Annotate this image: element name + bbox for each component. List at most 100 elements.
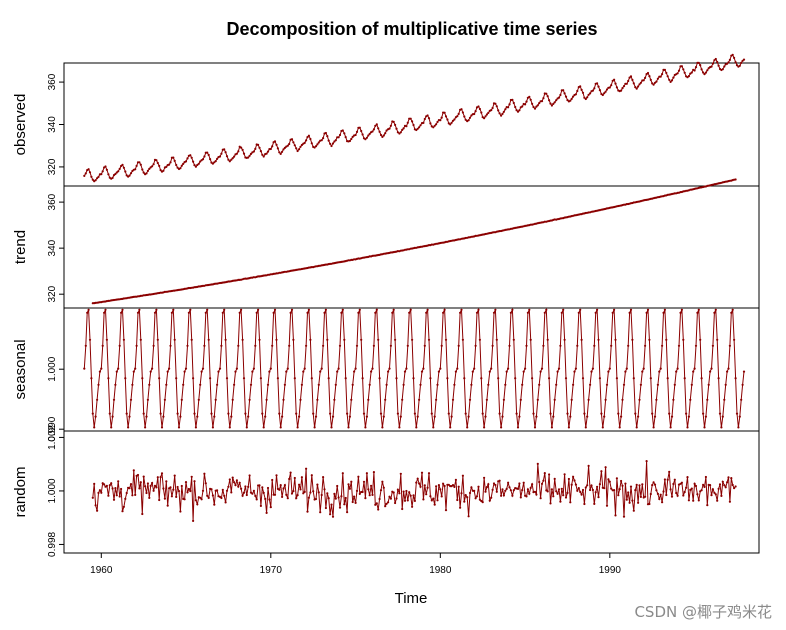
data-point — [362, 480, 366, 483]
data-point — [327, 377, 330, 380]
data-point — [213, 503, 216, 506]
data-point — [403, 370, 407, 373]
data-point — [231, 157, 234, 160]
data-point — [461, 474, 464, 477]
data-point — [663, 478, 667, 481]
series-points-trend — [91, 178, 737, 305]
data-point — [598, 483, 602, 486]
data-point — [670, 415, 674, 418]
data-point — [550, 426, 554, 429]
data-point — [358, 308, 361, 311]
data-point — [440, 116, 443, 119]
data-point — [216, 383, 219, 386]
data-point — [110, 426, 113, 429]
data-point — [492, 311, 496, 314]
data-point — [556, 370, 559, 373]
data-point — [652, 481, 655, 484]
data-point — [450, 415, 453, 418]
data-point — [186, 491, 189, 494]
data-point — [581, 91, 585, 94]
data-point — [679, 311, 682, 314]
data-point — [317, 491, 320, 494]
data-point — [292, 490, 295, 493]
data-point — [409, 494, 412, 497]
data-point — [518, 482, 521, 485]
data-point — [93, 482, 96, 485]
data-point — [108, 484, 111, 487]
data-point — [478, 107, 481, 111]
data-point — [124, 497, 127, 500]
data-point — [216, 489, 219, 492]
data-point — [341, 472, 344, 475]
data-point — [422, 121, 425, 124]
data-point — [285, 493, 288, 496]
data-point — [659, 493, 662, 496]
data-point — [549, 102, 552, 105]
data-point — [555, 99, 558, 102]
data-point — [120, 311, 123, 314]
data-point — [614, 82, 617, 85]
data-point — [468, 491, 472, 495]
y-tick-label: 360 — [47, 193, 58, 210]
data-point — [367, 488, 370, 491]
data-point — [173, 474, 176, 477]
data-point — [463, 377, 466, 380]
data-point — [385, 383, 388, 386]
data-point — [234, 370, 237, 373]
data-point — [322, 137, 325, 140]
data-point — [702, 71, 705, 74]
data-point — [423, 117, 426, 121]
data-point — [132, 469, 135, 472]
data-point — [488, 499, 491, 502]
data-point — [443, 484, 446, 488]
data-point — [453, 118, 456, 121]
data-point — [258, 338, 261, 341]
data-point — [720, 426, 723, 429]
data-point — [470, 114, 473, 117]
data-point — [627, 79, 630, 83]
data-point — [734, 178, 737, 181]
data-point — [151, 367, 154, 370]
data-point — [600, 412, 603, 415]
data-point — [717, 487, 720, 490]
data-point — [279, 484, 282, 487]
data-point — [275, 474, 278, 477]
data-point — [118, 344, 121, 347]
data-point — [468, 116, 472, 119]
data-point — [225, 377, 229, 380]
data-point — [645, 311, 648, 314]
data-point — [559, 500, 562, 503]
data-point — [190, 475, 193, 478]
data-point — [651, 484, 654, 487]
data-point — [460, 308, 463, 311]
data-point — [235, 367, 238, 370]
data-point — [268, 498, 271, 501]
data-point — [440, 495, 443, 498]
data-point — [483, 476, 486, 479]
data-point — [580, 88, 583, 91]
data-point — [727, 367, 730, 370]
data-point — [228, 478, 231, 481]
data-point — [596, 82, 599, 85]
data-point — [382, 486, 385, 489]
data-point — [552, 495, 555, 498]
data-point — [334, 497, 337, 500]
data-point — [693, 69, 696, 72]
data-point — [295, 147, 298, 150]
data-point — [675, 370, 678, 373]
data-point — [160, 426, 164, 429]
data-point — [172, 308, 175, 311]
data-point — [124, 377, 127, 380]
data-point — [553, 398, 556, 401]
data-point — [632, 377, 635, 380]
data-point — [644, 76, 647, 79]
data-point — [435, 485, 438, 488]
data-point — [742, 58, 746, 61]
data-point — [711, 488, 715, 491]
data-point — [138, 308, 141, 311]
data-point — [194, 426, 197, 429]
data-point — [559, 93, 562, 97]
data-point — [590, 484, 593, 487]
data-point — [365, 415, 368, 418]
data-point — [90, 377, 93, 380]
